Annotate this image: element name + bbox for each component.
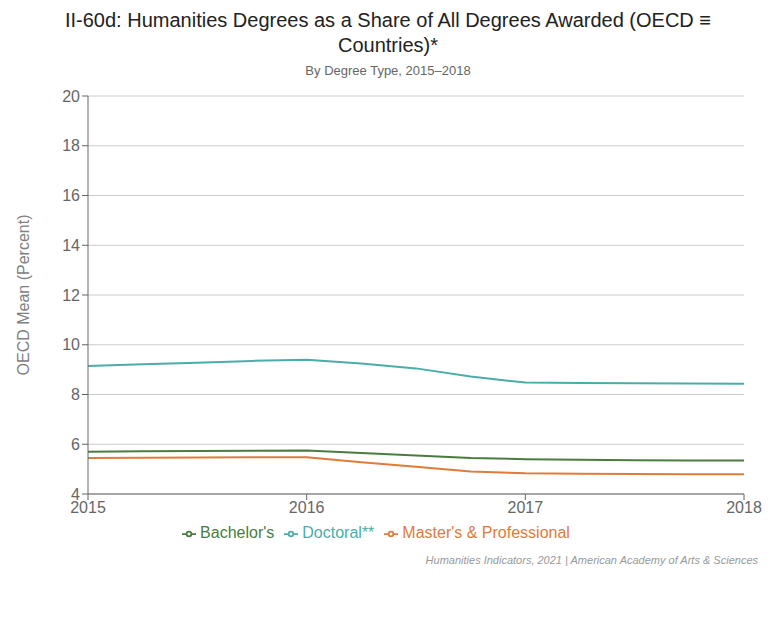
svg-text:16: 16 bbox=[62, 187, 80, 204]
svg-text:6: 6 bbox=[71, 436, 80, 453]
html-text:Humanities Indicators, 2021 |: Humanities Indicators, 2021 | American A… bbox=[425, 554, 758, 566]
html-text:Master's & Professional: Master's & Professional bbox=[402, 524, 570, 541]
svg-text:8: 8 bbox=[71, 386, 80, 403]
svg-text:2018: 2018 bbox=[726, 499, 762, 516]
svg-text:14: 14 bbox=[62, 237, 80, 254]
svg-text:2017: 2017 bbox=[508, 499, 544, 516]
html-text:II-60d: Humanities Degrees as: II-60d: Humanities Degrees as a Share of… bbox=[65, 9, 711, 31]
svg-text:2016: 2016 bbox=[289, 499, 325, 516]
svg-text:2015: 2015 bbox=[70, 499, 106, 517]
html-text:Bachelor's: Bachelor's bbox=[200, 524, 275, 541]
svg-text:20: 20 bbox=[62, 88, 80, 105]
svg-text:OECD Mean (Percent): OECD Mean (Percent) bbox=[15, 215, 32, 376]
html-text:Doctoral**: Doctoral** bbox=[302, 524, 375, 541]
svg-text:12: 12 bbox=[62, 287, 80, 304]
svg-text:4: 4 bbox=[71, 486, 80, 503]
svg-text:10: 10 bbox=[62, 336, 80, 353]
svg-text:18: 18 bbox=[62, 137, 80, 154]
html-text:By Degree Type, 2015–2018: By Degree Type, 2015–2018 bbox=[305, 63, 471, 78]
html-text:Countries)*: Countries)* bbox=[338, 34, 438, 56]
